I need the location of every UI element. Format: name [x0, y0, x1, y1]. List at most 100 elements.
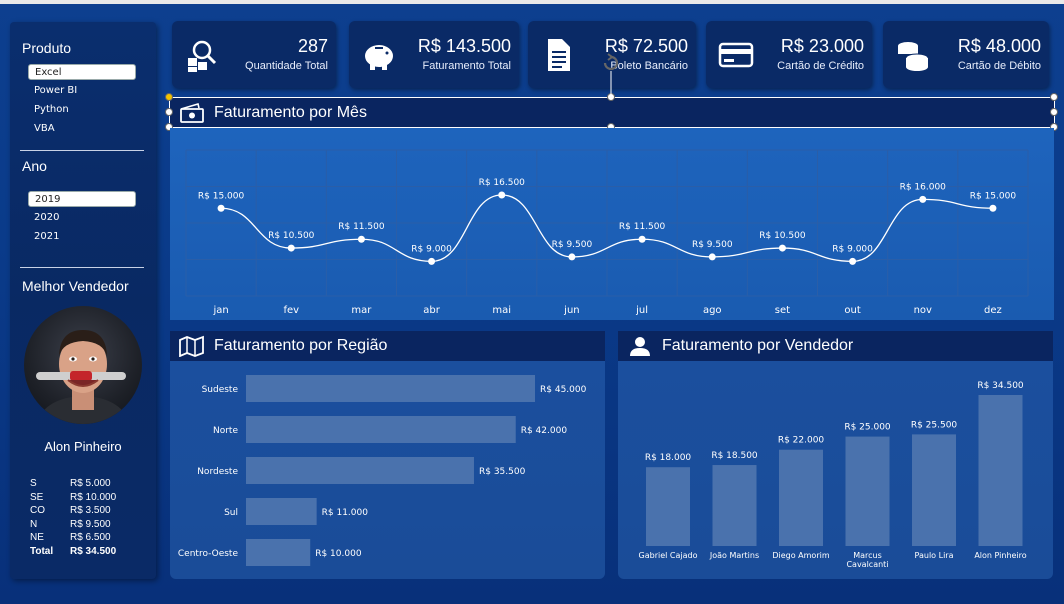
- slicer-produto-vba[interactable]: VBA: [34, 123, 55, 134]
- kpi-label: Cartão de Crédito: [777, 60, 864, 72]
- bar: [912, 434, 956, 546]
- data-label: R$ 10.500: [268, 231, 315, 241]
- money-icon: [180, 102, 204, 123]
- x-tick-label: ago: [703, 305, 722, 316]
- bar: [246, 375, 535, 402]
- data-label: R$ 15.000: [970, 191, 1017, 201]
- stat-key: N: [30, 518, 38, 530]
- data-label: R$ 25.000: [844, 423, 891, 433]
- kpi-value: 287: [297, 36, 328, 56]
- data-point: [357, 235, 365, 243]
- series-line: [221, 194, 993, 263]
- category-label: Norte: [213, 426, 238, 436]
- bar: [712, 465, 757, 546]
- selection-handle[interactable]: [1050, 123, 1058, 131]
- category-label: Centro-Oeste: [178, 549, 239, 559]
- category-label: Gabriel Cajado: [639, 551, 698, 560]
- stat-value: R$ 5.000: [70, 478, 111, 489]
- data-point: [989, 204, 997, 212]
- data-label: R$ 11.000: [322, 508, 369, 518]
- bar: [978, 395, 1023, 546]
- panel-title: Faturamento por Região: [214, 337, 388, 354]
- kpi-value: R$ 72.500: [604, 36, 688, 56]
- faturamento-vendedor-header: Faturamento por Vendedor: [618, 331, 1053, 361]
- data-point: [287, 244, 295, 252]
- slicer-produto-excel[interactable]: Excel: [28, 64, 136, 80]
- slicer-ano-2021[interactable]: 2021: [34, 231, 60, 242]
- x-tick-label: nov: [914, 305, 932, 316]
- stat-key: CO: [30, 505, 45, 516]
- kpi-card-credito: R$ 23.000 Cartão de Crédito: [706, 21, 872, 88]
- data-label: R$ 18.500: [711, 451, 758, 461]
- kpi-value: R$ 48.000: [957, 36, 1041, 56]
- data-label: R$ 22.000: [778, 436, 825, 446]
- kpi-label: Quantidade Total: [245, 60, 328, 72]
- data-label: R$ 18.000: [645, 453, 692, 463]
- stat-key: SE: [30, 491, 44, 503]
- data-label: R$ 11.500: [619, 222, 666, 232]
- selection-handle[interactable]: [1050, 108, 1058, 116]
- credit-card-icon: [718, 42, 754, 68]
- panel-title: Faturamento por Mês: [214, 104, 367, 121]
- slicer-ano-2019[interactable]: 2019: [28, 191, 136, 207]
- kpi-card-faturamento: R$ 143.500 Faturamento Total: [349, 21, 519, 88]
- category-label: Paulo Lira: [915, 551, 954, 560]
- category-label: Sul: [224, 508, 238, 518]
- data-label: R$ 16.500: [479, 178, 526, 188]
- faturamento-mes-header[interactable]: Faturamento por Mês: [170, 98, 1054, 128]
- data-label: R$ 10.000: [315, 549, 362, 559]
- selection-handle[interactable]: [165, 123, 173, 131]
- faturamento-mes-panel: R$ 15.000 jan R$ 10.500 fev R$ 11.500 mar R$ 9…: [170, 128, 1054, 320]
- x-tick-label: set: [775, 305, 790, 316]
- data-label: R$ 9.500: [692, 240, 733, 250]
- data-point: [919, 195, 927, 203]
- x-tick-label: jul: [635, 305, 648, 316]
- slicer-produto-python[interactable]: Python: [34, 104, 69, 115]
- stat-key: Total: [30, 545, 54, 557]
- seller-stats: S R$ 5.000 SE R$ 10.000 CO R$ 3.500 N R$ 9.5…: [30, 477, 150, 558]
- map-icon: [179, 335, 204, 357]
- slicer-ano-2020[interactable]: 2020: [34, 212, 60, 223]
- category-label: Marcus Cavalcanti: [846, 551, 888, 569]
- data-label: R$ 45.000: [540, 385, 587, 395]
- stat-key: S: [30, 478, 37, 489]
- selection-handle[interactable]: [165, 108, 173, 116]
- seller-name: Alon Pinheiro: [44, 439, 122, 454]
- divider: [20, 267, 144, 268]
- kpi-value: R$ 23.000: [780, 36, 864, 56]
- rotate-handle-icon[interactable]: [600, 53, 622, 97]
- faturamento-regiao-header: Faturamento por Região: [170, 331, 605, 361]
- data-point: [498, 191, 506, 199]
- data-label: R$ 10.500: [759, 231, 806, 241]
- bar: [246, 539, 311, 566]
- slicer-produto-powerbi[interactable]: Power BI: [34, 85, 78, 96]
- search-boxes-icon: [188, 40, 217, 72]
- hbar-chart: Sudeste R$ 45.000 Norte R$ 42.000 Nordeste R$…: [178, 375, 587, 566]
- data-point: [568, 253, 576, 261]
- stat-row: S R$ 5.000: [30, 477, 150, 491]
- x-tick-label: abr: [423, 305, 440, 316]
- selection-handle[interactable]: [165, 93, 173, 101]
- data-label: R$ 16.000: [900, 182, 947, 192]
- kpi-label: Cartão de Débito: [957, 60, 1041, 72]
- stat-row: NE R$ 6.500: [30, 531, 150, 545]
- category-label: Nordeste: [197, 467, 238, 477]
- melhor-vendedor-title: Melhor Vendedor: [22, 278, 129, 294]
- stat-value: R$ 3.500: [70, 505, 111, 516]
- panel-title: Faturamento por Vendedor: [662, 337, 854, 354]
- category-label: Diego Amorim: [772, 551, 829, 560]
- data-point: [217, 204, 225, 212]
- selection-handle[interactable]: [1050, 93, 1058, 101]
- x-tick-label: out: [844, 305, 860, 316]
- stat-row: SE R$ 10.000: [30, 491, 150, 505]
- kpi-label: Faturamento Total: [422, 60, 511, 72]
- category-label: Sudeste: [202, 385, 239, 395]
- data-label: R$ 15.000: [198, 191, 245, 201]
- data-label: R$ 42.000: [521, 426, 568, 436]
- ano-title: Ano: [22, 158, 47, 174]
- data-point: [638, 235, 646, 243]
- document-icon: [548, 39, 570, 71]
- faturamento-vendedor-panel: R$ 18.000 Gabriel Cajado R$ 18.500 João Mar…: [618, 361, 1053, 579]
- stat-row: CO R$ 3.500: [30, 504, 150, 518]
- x-tick-label: mai: [492, 305, 511, 316]
